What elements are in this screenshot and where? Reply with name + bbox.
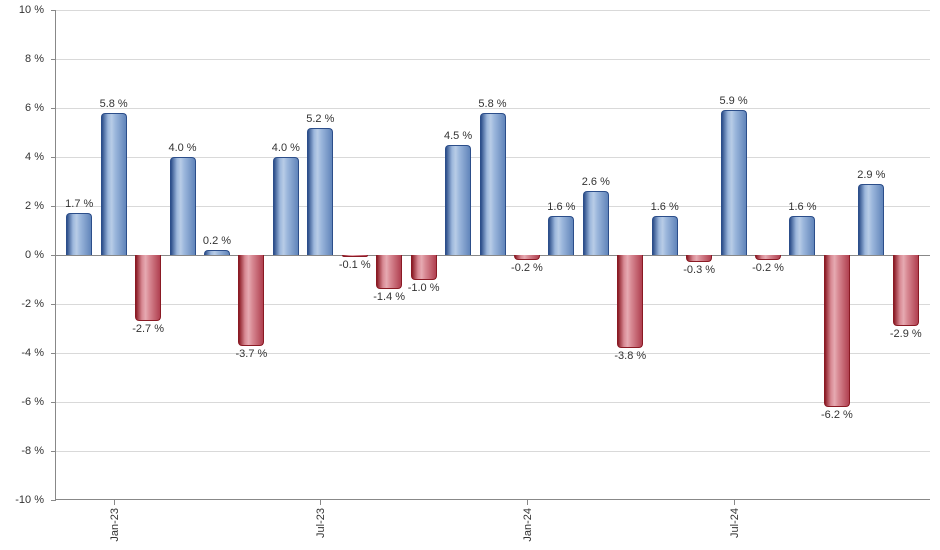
y-tick xyxy=(51,353,56,354)
y-tick xyxy=(51,451,56,452)
bar xyxy=(101,113,127,255)
bar xyxy=(548,216,574,255)
bar-value-label: 5.2 % xyxy=(306,113,334,125)
gridline xyxy=(56,10,930,11)
y-axis-label: -2 % xyxy=(21,298,44,310)
bar xyxy=(686,255,712,262)
y-axis-label: -10 % xyxy=(15,494,44,506)
bar-value-label: 1.6 % xyxy=(651,201,679,213)
bar-value-label: 0.2 % xyxy=(203,235,231,247)
bar-value-label: 5.9 % xyxy=(720,95,748,107)
gridline xyxy=(56,304,930,305)
y-tick xyxy=(51,10,56,11)
bar xyxy=(652,216,678,255)
bar-value-label: 1.7 % xyxy=(65,198,93,210)
bar-value-label: 4.5 % xyxy=(444,130,472,142)
bar-value-label: 1.6 % xyxy=(788,201,816,213)
x-tick xyxy=(734,500,735,505)
x-axis-label: Jan-23 xyxy=(109,508,121,542)
gridline xyxy=(56,402,930,403)
bar-value-label: -3.7 % xyxy=(236,348,268,360)
gridline xyxy=(56,59,930,60)
y-tick xyxy=(51,108,56,109)
bar-value-label: 4.0 % xyxy=(168,142,196,154)
bar-value-label: -1.4 % xyxy=(373,291,405,303)
bar xyxy=(135,255,161,321)
bar-value-label: 1.6 % xyxy=(547,201,575,213)
y-axis-label: 4 % xyxy=(25,151,44,163)
bar xyxy=(893,255,919,326)
y-tick xyxy=(51,304,56,305)
bar xyxy=(721,110,747,255)
bar-value-label: 2.6 % xyxy=(582,176,610,188)
y-tick xyxy=(51,500,56,501)
x-axis-label: Jul-23 xyxy=(315,508,327,538)
bar-value-label: -6.2 % xyxy=(821,409,853,421)
y-axis-label: -6 % xyxy=(21,396,44,408)
bar xyxy=(411,255,437,280)
bar xyxy=(789,216,815,255)
x-tick xyxy=(320,500,321,505)
bar xyxy=(342,255,368,257)
bar-value-label: -2.9 % xyxy=(890,328,922,340)
y-tick xyxy=(51,59,56,60)
bar-value-label: 5.8 % xyxy=(478,98,506,110)
y-axis-label: 2 % xyxy=(25,200,44,212)
bar xyxy=(755,255,781,260)
bar-value-label: -1.0 % xyxy=(408,282,440,294)
y-axis-label: 0 % xyxy=(25,249,44,261)
bar-chart: -10 % -8 % -6 % -4 % -2 % 0 % 2 % 4 % 6 % 8 % 10 %… xyxy=(0,0,940,550)
y-tick xyxy=(51,402,56,403)
bar xyxy=(514,255,540,260)
bar-value-label: 2.9 % xyxy=(857,169,885,181)
bar xyxy=(66,213,92,255)
bar xyxy=(307,128,333,255)
bar-value-label: 4.0 % xyxy=(272,142,300,154)
gridline xyxy=(56,451,930,452)
bar xyxy=(445,145,471,255)
bar-value-label: -0.2 % xyxy=(752,262,784,274)
y-axis-label: 8 % xyxy=(25,53,44,65)
bar-value-label: -0.2 % xyxy=(511,262,543,274)
x-axis-label: Jan-24 xyxy=(522,508,534,542)
bar xyxy=(170,157,196,255)
x-axis-label: Jul-24 xyxy=(729,508,741,538)
bar xyxy=(858,184,884,255)
bar-value-label: -0.1 % xyxy=(339,259,371,271)
bar-value-label: -3.8 % xyxy=(614,350,646,362)
bar xyxy=(480,113,506,255)
y-tick xyxy=(51,157,56,158)
x-tick xyxy=(527,500,528,505)
bar-value-label: 5.8 % xyxy=(100,98,128,110)
zero-line xyxy=(56,255,930,256)
x-tick xyxy=(114,500,115,505)
y-axis-label: 6 % xyxy=(25,102,44,114)
y-axis-label: -4 % xyxy=(21,347,44,359)
y-tick xyxy=(51,206,56,207)
y-axis: -10 % -8 % -6 % -4 % -2 % 0 % 2 % 4 % 6 % 8 % 10 % xyxy=(0,0,50,550)
bar xyxy=(204,250,230,255)
plot-area: 1.7 % 5.8 % -2.7 % 4.0 % 0.2 % -3.7 % 4.0 % 5.2… xyxy=(55,10,930,500)
bar xyxy=(583,191,609,255)
gridline xyxy=(56,353,930,354)
bar-value-label: -2.7 % xyxy=(132,323,164,335)
bar xyxy=(273,157,299,255)
bar xyxy=(376,255,402,289)
bar xyxy=(824,255,850,407)
bar xyxy=(238,255,264,346)
y-axis-label: 10 % xyxy=(19,4,44,16)
y-axis-label: -8 % xyxy=(21,445,44,457)
bar-value-label: -0.3 % xyxy=(683,264,715,276)
bar xyxy=(617,255,643,348)
